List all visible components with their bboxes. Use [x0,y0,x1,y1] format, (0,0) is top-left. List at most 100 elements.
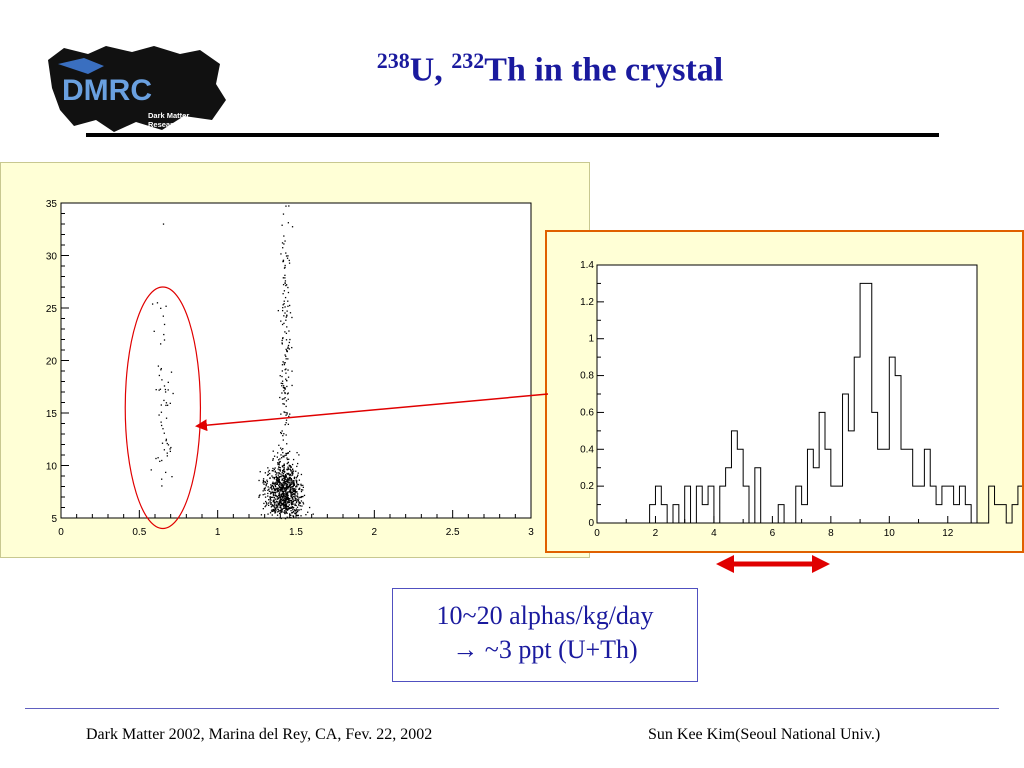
scatter-point [286,457,288,459]
scatter-point [285,507,287,510]
scatter-point [300,508,302,511]
scatter-point [275,483,278,485]
scatter-point [300,489,303,491]
scatter-point [273,478,276,480]
scatter-point [277,481,279,483]
scatter-point [298,502,300,504]
scatter-point [284,274,286,276]
scatter-point [263,502,265,505]
scatter-point [267,471,269,473]
scatter-point [281,242,284,244]
scatter-point [287,502,289,504]
scatter-plot-panel: 0 0.5 1 1.5 2 2.5 3 5 10 15 20 25 30 35 [0,162,590,558]
scatter-point [283,303,285,305]
scatter-point [285,509,288,511]
scatter-point [293,489,295,491]
scatter-point [281,502,283,505]
scatter-point [285,372,287,374]
scatter-point [288,468,290,470]
y-tick-label: 1.2 [580,297,594,308]
scatter-point [285,493,287,496]
scatter-point [302,486,304,488]
scatter-point [281,375,283,378]
scatter-point [279,495,281,497]
scatter-point [286,493,289,495]
scatter-point [288,491,290,493]
scatter-point [292,500,294,503]
scatter-point [277,503,279,505]
scatter-point [291,502,294,504]
y-tick-label: 1 [588,334,594,345]
scatter-point [289,483,291,486]
scatter-point [290,507,292,509]
scatter-point [282,283,285,286]
scatter-point [265,500,267,503]
scatter-point [274,467,276,469]
scatter-point [279,396,281,399]
scatter-point [285,506,288,508]
scatter-point [288,508,290,510]
scatter-point [281,472,283,474]
scatter-point [280,454,282,456]
scatter-point [285,339,288,341]
scatter-point [279,467,281,469]
scatter-point [288,484,291,486]
scatter-point [283,498,285,501]
scatter-point [281,465,284,467]
scatter-point [285,419,288,421]
scatter-point [282,482,284,484]
scatter-point [273,500,275,503]
scatter-point [283,390,285,392]
scatter-point [276,514,279,516]
scatter-point [280,484,282,486]
scatter-point [289,468,292,470]
scatter-point [292,509,294,511]
scatter-point [277,490,279,493]
x-tick-label: 12 [942,528,954,539]
scatter-point [275,507,277,509]
scatter-point [282,361,284,363]
scatter-point [264,481,267,484]
scatter-point [290,501,292,503]
scatter-point [285,488,288,491]
scatter-point [286,480,288,482]
scatter-point [290,479,293,481]
scatter-point [274,511,277,513]
scatter-point [285,378,287,380]
scatter-point [167,444,170,446]
scatter-point [284,473,287,476]
scatter-point [282,386,285,389]
scatter-point [280,432,283,435]
scatter-point [292,470,295,472]
scatter-point [280,502,282,504]
scatter-point [286,481,288,483]
scatter-point [269,499,271,501]
scatter-point [280,517,282,520]
result-rate: 10~20 alphas/kg/day [436,601,654,630]
scatter-point [286,508,288,510]
scatter-point [278,484,280,487]
scatter-point [281,430,283,432]
scatter-point [153,330,155,332]
scatter-point [283,504,286,507]
scatter-point [273,494,275,497]
scatter-point [275,507,278,509]
footer-divider [25,708,999,709]
scatter-point [279,486,281,489]
scatter-point [286,350,289,353]
scatter-point [291,480,293,483]
scatter-point [284,489,287,492]
scatter-point [292,498,294,500]
scatter-point [287,497,289,499]
scatter-point [283,488,285,490]
scatter-point [279,499,281,501]
scatter-point [282,455,284,457]
scatter-point [266,481,269,483]
x-tick-label: 1 [215,527,221,538]
scatter-point [285,348,287,351]
scatter-point [278,494,281,496]
scatter-point [165,404,167,407]
scatter-point [281,484,283,486]
dmrc-logo: DMRC Dark Matter Research Center [44,44,230,136]
scatter-point [279,470,282,472]
